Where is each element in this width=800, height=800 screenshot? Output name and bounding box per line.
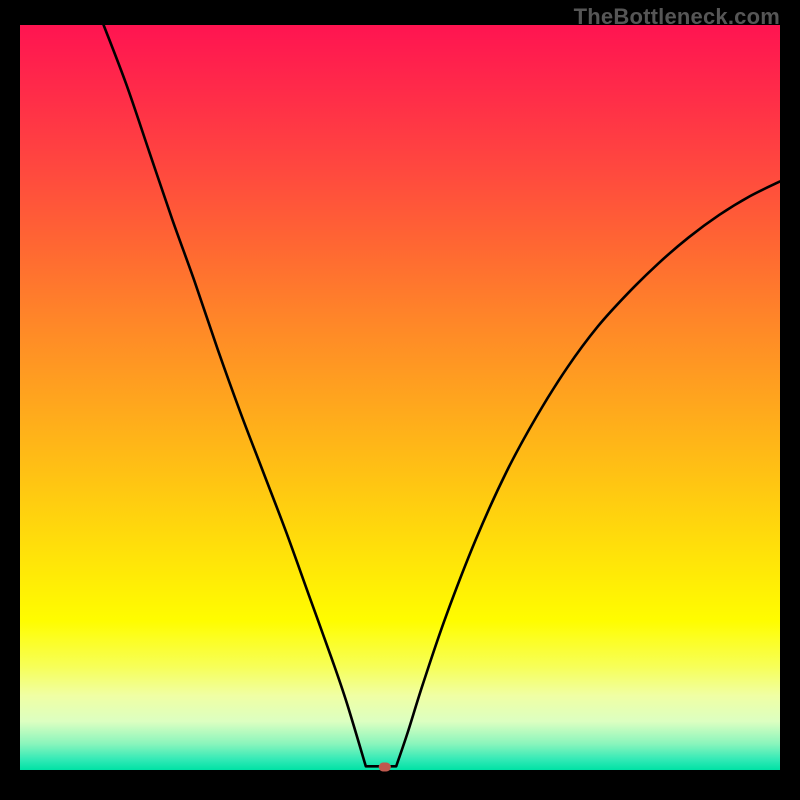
optimum-marker xyxy=(379,763,391,772)
plot-background xyxy=(20,25,780,770)
chart-frame: TheBottleneck.com xyxy=(0,0,800,800)
watermark-text: TheBottleneck.com xyxy=(574,4,780,30)
bottleneck-curve-plot xyxy=(0,0,800,800)
